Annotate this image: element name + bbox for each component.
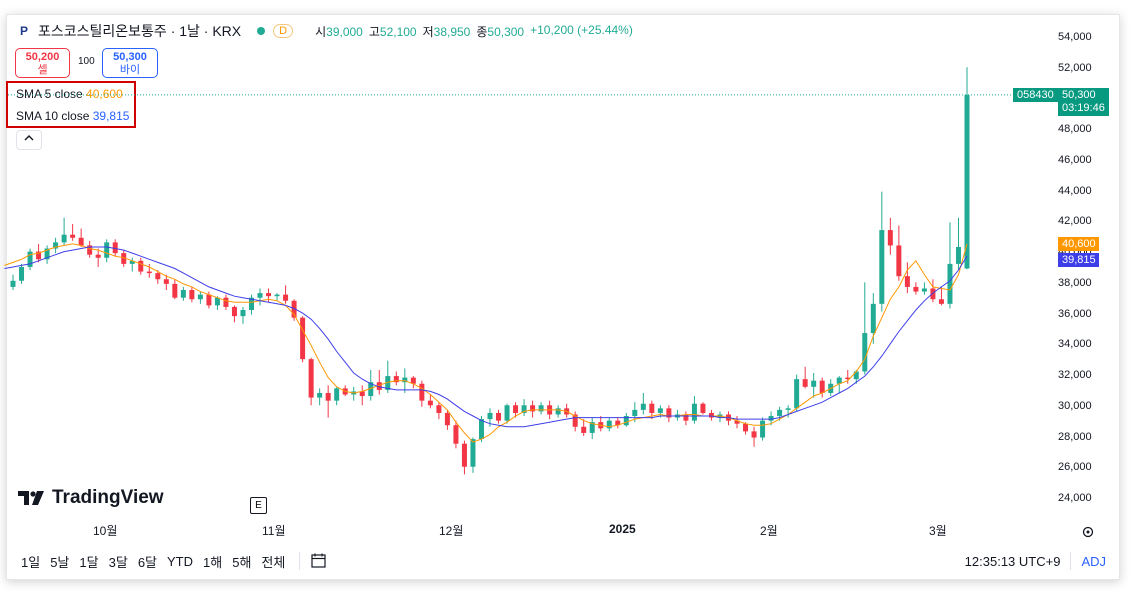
sma10-price-tag: 39,815 (1058, 253, 1099, 267)
ohlc-high: 고52,100 (368, 24, 417, 39)
range-all[interactable]: 전체 (261, 554, 286, 570)
chart-header: P 포스코스틸리온보통주 · 1날 · KRX D 시39,000 고52,10… (16, 18, 633, 44)
events-button[interactable]: E (250, 497, 267, 514)
buy-price: 50,300 (113, 51, 147, 63)
ohlc-low: 저38,950 (422, 24, 471, 39)
tradingview-logo-icon (18, 491, 44, 505)
ohlc-open: 시39,000 (315, 24, 363, 39)
buy-button[interactable]: 50,300 바이 (102, 48, 158, 78)
ohlc-values: 시39,000 고52,100 저38,950 종50,300 +10,200 … (315, 23, 633, 40)
ohlc-close: 종50,300 (476, 24, 525, 39)
symbol-title[interactable]: 포스코스틸리온보통주 · 1날 · KRX (38, 23, 242, 39)
indicator-sma5-label: SMA 5 close (16, 87, 83, 101)
chevron-up-icon (24, 135, 34, 141)
y-tick-label: 36,000 (1058, 307, 1092, 320)
indicator-highlight-box (6, 81, 136, 128)
y-tick-label: 54,000 (1058, 31, 1092, 43)
buy-label: 바이 (119, 64, 141, 76)
y-tick-label: 46,000 (1058, 153, 1092, 166)
y-tick-label: 44,000 (1058, 184, 1092, 197)
settings-gear-icon[interactable] (1081, 525, 1095, 539)
market-status-dot-icon (257, 27, 266, 35)
range-3m[interactable]: 3달 (108, 554, 128, 570)
sell-label: 셀 (37, 64, 48, 76)
range-5y[interactable]: 5해 (232, 554, 252, 570)
date-range-calendar-icon[interactable] (310, 552, 328, 570)
indicator-sma5-value: 40,600 (86, 87, 123, 101)
range-1m[interactable]: 1달 (79, 554, 99, 570)
sell-price: 50,200 (25, 51, 60, 63)
range-1y[interactable]: 1해 (203, 554, 223, 570)
x-tick-label: 2월 (760, 524, 778, 538)
x-tick-label: 10월 (93, 524, 118, 538)
toolbar-divider (299, 552, 301, 570)
utc-clock[interactable]: 12:35:13 UTC+9 (964, 553, 1061, 569)
last-price-tag: 50,300 03:19:46 (1058, 88, 1109, 116)
tradingview-logo-text: TradingView (52, 487, 164, 508)
adj-toggle[interactable]: ADJ (1081, 553, 1106, 569)
indicator-sma10-label: SMA 10 close (16, 109, 90, 123)
y-tick-label: 32,000 (1058, 369, 1092, 382)
indicator-sma5[interactable]: SMA 5 close 40,600 (16, 87, 123, 101)
y-tick-label: 26,000 (1058, 461, 1092, 474)
bottom-toolbar: 1일 5날 1달 3달 6달 YTD 1해 5해 전체 12:35:13 UTC… (0, 548, 1118, 574)
range-ytd[interactable]: YTD (167, 553, 194, 569)
data-delay-badge[interactable]: D (273, 24, 294, 38)
y-tick-label: 42,000 (1058, 215, 1092, 228)
sma5-price-tag: 40,600 (1058, 237, 1099, 251)
y-tick-label: 34,000 (1058, 338, 1092, 351)
y-tick-label: 30,000 (1058, 399, 1092, 412)
x-tick-label: 3월 (929, 524, 947, 538)
sell-button[interactable]: 50,200 셀 (15, 48, 70, 78)
y-tick-label: 38,000 (1058, 276, 1092, 289)
indicator-sma10[interactable]: SMA 10 close 39,815 (16, 109, 129, 123)
chart-window (6, 14, 1120, 580)
x-tick-label: 12월 (439, 524, 464, 538)
y-tick-label: 24,000 (1058, 492, 1092, 504)
x-tick-label: 2025 (609, 522, 636, 536)
price-change: +10,200 (+25.44%) (530, 22, 633, 37)
y-tick-label: 52,000 (1058, 61, 1092, 74)
range-6m[interactable]: 6달 (137, 554, 158, 570)
order-quantity[interactable]: 100 (78, 56, 95, 67)
toolbar-divider-2 (1070, 552, 1072, 570)
last-price-value: 50,300 (1062, 89, 1096, 101)
symbol-logo-icon: P (16, 23, 32, 39)
collapse-legend-button[interactable] (16, 130, 42, 150)
y-tick-label: 28,000 (1058, 430, 1092, 443)
bar-countdown: 03:19:46 (1062, 102, 1105, 114)
x-tick-label: 11월 (262, 524, 286, 538)
symbol-code-tag: 058430 (1013, 88, 1058, 102)
indicator-sma10-value: 39,815 (92, 109, 130, 123)
y-tick-label: 48,000 (1058, 123, 1092, 136)
range-1d[interactable]: 1일 (21, 554, 41, 570)
tradingview-logo: TradingView (18, 487, 164, 509)
range-5d[interactable]: 5날 (50, 554, 70, 570)
